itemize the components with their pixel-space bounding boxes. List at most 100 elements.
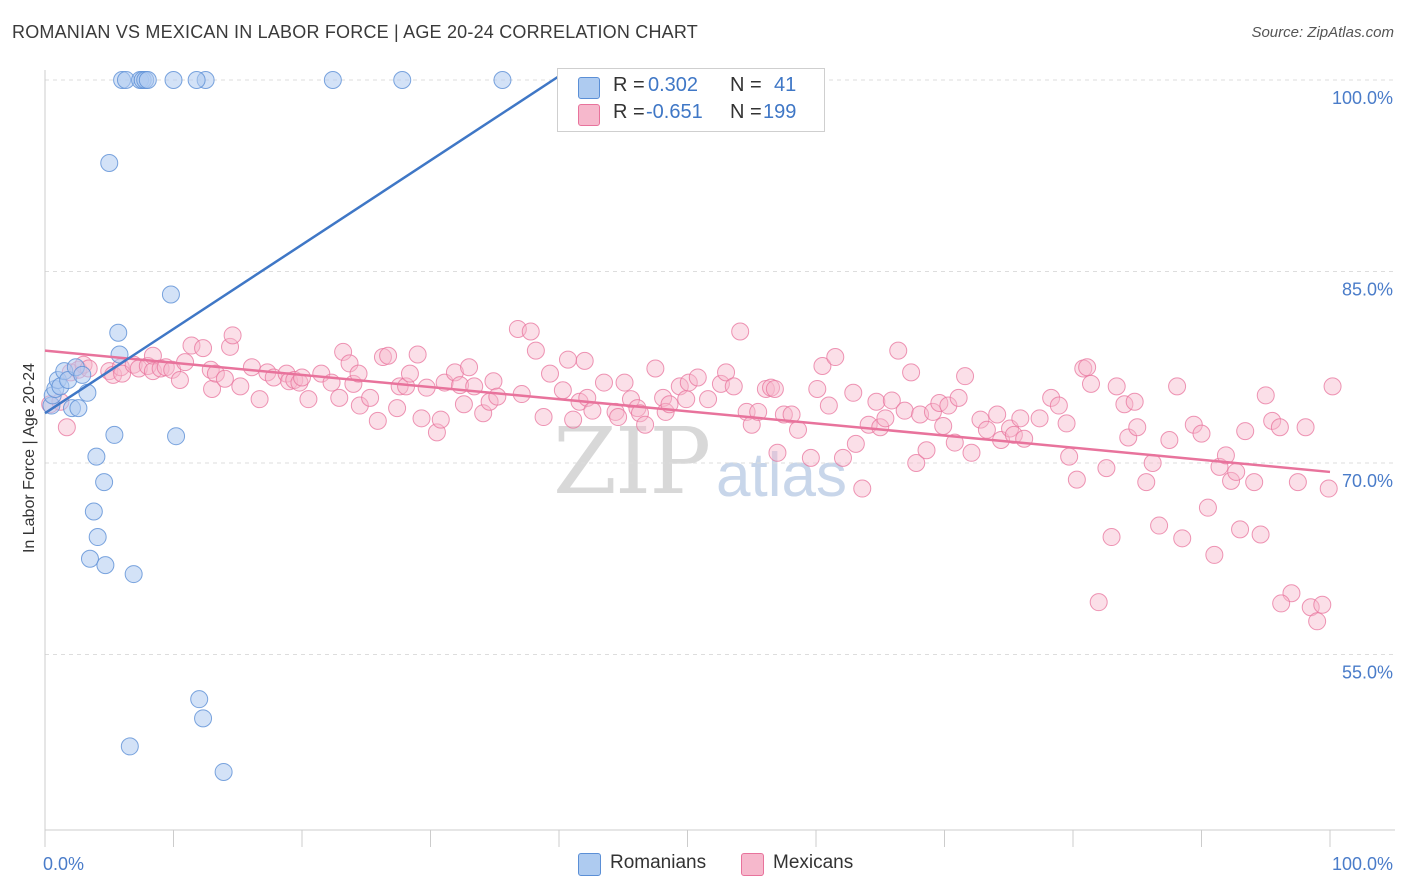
- mexicans-point: [521, 322, 540, 341]
- romanians-point: [167, 427, 186, 446]
- mexicans-point: [882, 391, 901, 410]
- mexicans-point: [299, 390, 318, 409]
- mexicans-point: [57, 418, 76, 437]
- romanians-point: [96, 556, 115, 575]
- romanians-swatch: [578, 853, 601, 876]
- mexicans-point: [182, 336, 201, 355]
- mexicans-point: [1119, 428, 1138, 447]
- romanians-label: Romanians: [610, 852, 707, 873]
- legend-r-value: -0.651: [646, 101, 703, 123]
- mexicans-point: [223, 326, 242, 345]
- romanians-points: [42, 71, 512, 781]
- mexicans-point: [717, 363, 736, 382]
- mexicans-point: [575, 351, 594, 370]
- romanians-point: [493, 71, 512, 89]
- mexicans-point: [939, 396, 958, 415]
- mexicans-point: [876, 409, 895, 428]
- mexicans-point: [724, 377, 743, 396]
- mexicans-point: [646, 359, 665, 378]
- mexicans-point: [654, 388, 673, 407]
- mexicans-point: [853, 479, 872, 498]
- mexicans-point: [1011, 409, 1030, 428]
- mexicans-point: [826, 348, 845, 367]
- mexicans-point: [844, 383, 863, 402]
- romanians-point: [138, 71, 157, 89]
- mexicans-point: [1115, 395, 1134, 414]
- mexicans-point: [215, 369, 234, 388]
- mexicans-point: [170, 371, 189, 390]
- mexicans-point: [534, 408, 553, 427]
- mexicans-point: [731, 322, 750, 341]
- mexicans-point: [971, 410, 990, 429]
- romanians-point: [80, 549, 99, 568]
- mexicans-point: [977, 420, 996, 439]
- mexicans-point: [388, 399, 407, 418]
- mexicans-point: [801, 448, 820, 467]
- mexicans-point: [782, 405, 801, 424]
- mexicans-point: [1313, 595, 1332, 614]
- mexicans-point: [1296, 418, 1315, 437]
- mexicans-point: [340, 354, 359, 373]
- mexicans-point: [1137, 473, 1156, 492]
- legend-n-value: 41: [774, 74, 797, 96]
- mexicans-point: [889, 341, 908, 360]
- mexicans-point: [1251, 525, 1270, 544]
- romanians-point: [105, 425, 124, 444]
- mexicans-points: [41, 319, 1342, 631]
- legend-n-label: N =: [730, 74, 762, 96]
- mexicans-point: [768, 443, 787, 462]
- mexicans-point: [390, 377, 409, 396]
- mexicans-point: [553, 381, 572, 400]
- romanians-point: [161, 285, 180, 304]
- mexicans-point: [677, 390, 696, 409]
- mexicans-point: [1057, 414, 1076, 433]
- mexicans-point: [1216, 446, 1235, 465]
- y-tick-label: 70.0%: [1342, 471, 1393, 491]
- mexicans-point: [1245, 473, 1264, 492]
- mexicans-point: [808, 379, 827, 398]
- mexicans-point: [1030, 409, 1049, 428]
- romanians-point: [84, 502, 103, 521]
- romanians-point: [164, 71, 183, 89]
- romanians-point: [194, 709, 213, 728]
- mexicans-point: [488, 387, 507, 406]
- mexicans-point: [194, 339, 213, 358]
- mexicans-point: [988, 405, 1007, 424]
- mexicans-point: [945, 433, 964, 452]
- mexicans-point: [630, 404, 649, 423]
- mexicans-point: [1173, 529, 1192, 548]
- mexicans-point: [789, 420, 808, 439]
- romanians-point: [187, 71, 206, 89]
- mexicans-point: [206, 364, 225, 383]
- mexicans-point: [962, 443, 981, 462]
- romanians-point: [124, 565, 143, 584]
- mexicans-point: [1263, 411, 1282, 430]
- legend-n-value: 199: [763, 101, 797, 123]
- source-label: Source: ZipAtlas.com: [1251, 24, 1394, 41]
- mexicans-trend-line: [44, 349, 1331, 474]
- mexicans-point: [1125, 392, 1144, 411]
- watermark-atlas: atlas: [716, 441, 847, 510]
- mexicans-point: [1168, 377, 1187, 396]
- mexicans-point: [1097, 459, 1116, 478]
- mexicans-point: [1231, 520, 1250, 539]
- mexicans-point: [293, 368, 311, 387]
- legend-swatch-mexicans: [578, 104, 600, 126]
- mexicans-point: [361, 388, 380, 407]
- mexicans-point: [871, 418, 890, 437]
- mexicans-point: [1205, 545, 1224, 564]
- mexicans-point: [1067, 470, 1086, 489]
- romanians-point: [214, 762, 233, 781]
- mexicans-point: [1102, 528, 1121, 547]
- romanians-point: [323, 71, 342, 89]
- legend-r-value: 0.302: [648, 74, 699, 96]
- mexicans-point: [583, 401, 602, 420]
- mexicans-point: [917, 441, 936, 460]
- trend-lines: [44, 72, 1331, 474]
- mexicans-point: [1089, 593, 1108, 612]
- mexicans-point: [956, 367, 975, 386]
- mexicans-point: [636, 415, 655, 434]
- mexicans-point: [934, 416, 953, 435]
- mexicans-point: [541, 364, 560, 383]
- y-tick-label: 55.0%: [1342, 663, 1393, 683]
